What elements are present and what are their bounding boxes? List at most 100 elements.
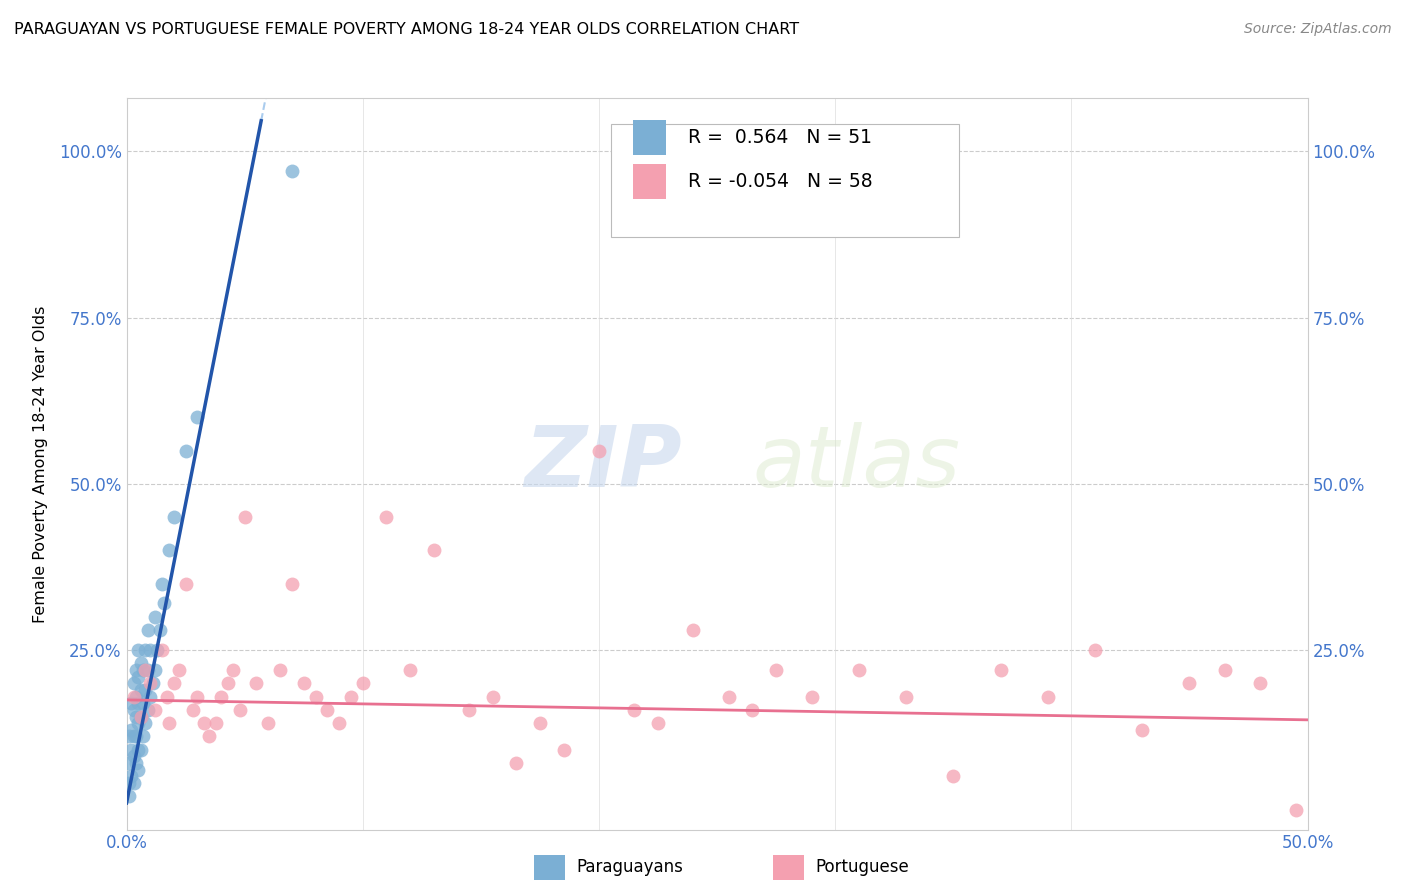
Point — [245, 676, 267, 690]
Point — [529, 716, 551, 731]
Point — [422, 543, 444, 558]
Point — [328, 716, 350, 731]
Point — [198, 730, 221, 744]
Text: R = -0.054   N = 58: R = -0.054 N = 58 — [688, 172, 872, 191]
Point — [139, 690, 162, 704]
Point — [139, 676, 162, 690]
Point — [800, 690, 823, 704]
Point — [647, 716, 669, 731]
Point — [193, 716, 215, 731]
Point — [122, 776, 145, 790]
Point — [118, 756, 141, 770]
Point — [1036, 690, 1059, 704]
Point — [717, 690, 740, 704]
Point — [458, 703, 481, 717]
Point — [118, 776, 141, 790]
Point — [136, 623, 159, 637]
Point — [146, 643, 169, 657]
Point — [125, 756, 148, 770]
Point — [186, 410, 208, 425]
Point — [352, 676, 374, 690]
Point — [127, 743, 149, 757]
Point — [222, 663, 245, 677]
Point — [143, 703, 166, 717]
Point — [129, 709, 152, 723]
Point — [157, 716, 180, 731]
Point — [375, 510, 398, 524]
Point — [136, 663, 159, 677]
Point — [125, 730, 148, 744]
Point — [1084, 643, 1107, 657]
Point — [292, 676, 315, 690]
Point — [122, 676, 145, 690]
Point — [134, 716, 156, 731]
Point — [765, 663, 787, 677]
FancyBboxPatch shape — [633, 120, 666, 155]
Point — [120, 769, 142, 783]
Point — [127, 696, 149, 710]
Point — [136, 703, 159, 717]
Point — [186, 690, 208, 704]
Point — [150, 643, 173, 657]
Text: atlas: atlas — [752, 422, 960, 506]
Point — [129, 709, 152, 723]
Point — [304, 690, 326, 704]
Point — [229, 703, 252, 717]
FancyBboxPatch shape — [773, 855, 804, 880]
Point — [174, 576, 197, 591]
Point — [134, 663, 156, 677]
Point — [141, 676, 163, 690]
Point — [281, 164, 304, 178]
Point — [1285, 803, 1308, 817]
FancyBboxPatch shape — [610, 124, 959, 237]
Point — [1249, 676, 1271, 690]
Point — [122, 703, 145, 717]
Point — [122, 730, 145, 744]
Point — [209, 690, 232, 704]
Point — [205, 716, 228, 731]
Point — [163, 510, 186, 524]
Point — [127, 643, 149, 657]
Point — [149, 623, 172, 637]
Point — [120, 723, 142, 737]
Point — [127, 763, 149, 777]
Point — [174, 443, 197, 458]
Point — [157, 543, 180, 558]
Point — [399, 663, 422, 677]
Point — [143, 663, 166, 677]
Point — [623, 703, 645, 717]
Point — [122, 749, 145, 764]
Point — [1178, 676, 1201, 690]
Point — [505, 756, 527, 770]
Point — [167, 663, 190, 677]
Point — [257, 716, 280, 731]
Text: Paraguayans: Paraguayans — [576, 858, 683, 876]
Point — [181, 703, 204, 717]
Text: R =  0.564   N = 51: R = 0.564 N = 51 — [688, 128, 872, 147]
Point — [125, 709, 148, 723]
Point — [1213, 663, 1236, 677]
Point — [233, 510, 256, 524]
Point — [132, 696, 155, 710]
Point — [139, 643, 162, 657]
Point — [340, 690, 363, 704]
FancyBboxPatch shape — [633, 164, 666, 199]
Point — [156, 690, 179, 704]
Point — [143, 609, 166, 624]
Y-axis label: Female Poverty Among 18-24 Year Olds: Female Poverty Among 18-24 Year Olds — [32, 305, 48, 623]
Point — [120, 696, 142, 710]
Point — [125, 690, 148, 704]
Point — [217, 676, 239, 690]
Point — [129, 682, 152, 697]
Point — [132, 663, 155, 677]
Point — [127, 716, 149, 731]
Point — [134, 682, 156, 697]
Point — [588, 443, 610, 458]
Point — [316, 703, 339, 717]
Point — [163, 676, 186, 690]
Point — [150, 576, 173, 591]
Point — [682, 623, 704, 637]
Point — [118, 789, 141, 804]
Point — [129, 657, 152, 671]
Point — [120, 743, 142, 757]
